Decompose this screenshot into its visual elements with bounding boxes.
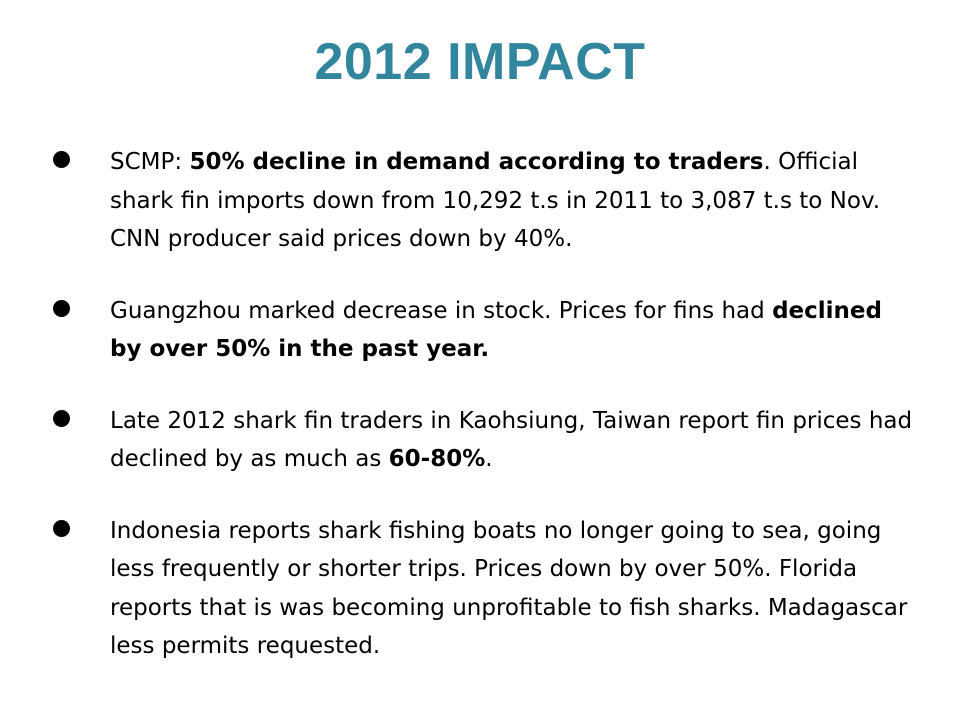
- bullet-segment-bold: declined by over 50% in the past year.: [110, 297, 882, 363]
- bullet-dot-icon: [53, 519, 70, 537]
- bullet-segment-bold: 60-80%: [388, 446, 486, 472]
- bullet-segment: . Official shark fin imports down from 1…: [110, 149, 881, 252]
- bullet-text: SCMP: 50% decline in demand according to…: [110, 149, 880, 252]
- bullet-segment: Guangzhou marked decrease in stock. Pric…: [110, 297, 773, 324]
- bullet-item-indonesia: Indonesia reports shark fishing boats no…: [0, 512, 960, 666]
- bullet-item-scmp: SCMP: 50% decline in demand according to…: [0, 143, 960, 259]
- bullet-dot-icon: [53, 151, 70, 168]
- bullet-segment: SCMP:: [110, 149, 190, 175]
- bullet-text: Guangzhou marked decrease in stock. Pric…: [110, 298, 882, 363]
- bullet-segment: Late 2012 shark fin traders in Kaohsiung…: [110, 407, 913, 473]
- bullet-segment: .: [485, 446, 493, 472]
- bullet-item-guangzhou: Guangzhou marked decrease in stock. Pric…: [0, 292, 960, 369]
- bullet-segment-bold: 50% decline in demand according to trade…: [189, 149, 764, 175]
- bullet-dot-icon: [53, 299, 70, 317]
- slide-title: 2012 IMPACT: [314, 33, 646, 91]
- bullet-text: Late 2012 shark fin traders in Kaohsiung…: [110, 408, 912, 473]
- bullet-text: Indonesia reports shark fishing boats no…: [110, 518, 907, 660]
- bullet-dot-icon: [53, 409, 70, 427]
- bullet-item-kaohsiung: Late 2012 shark fin traders in Kaohsiung…: [0, 402, 960, 479]
- bullet-list: SCMP: 50% decline in demand according to…: [0, 143, 960, 699]
- bullet-segment: Indonesia reports shark fishing boats no…: [110, 517, 908, 660]
